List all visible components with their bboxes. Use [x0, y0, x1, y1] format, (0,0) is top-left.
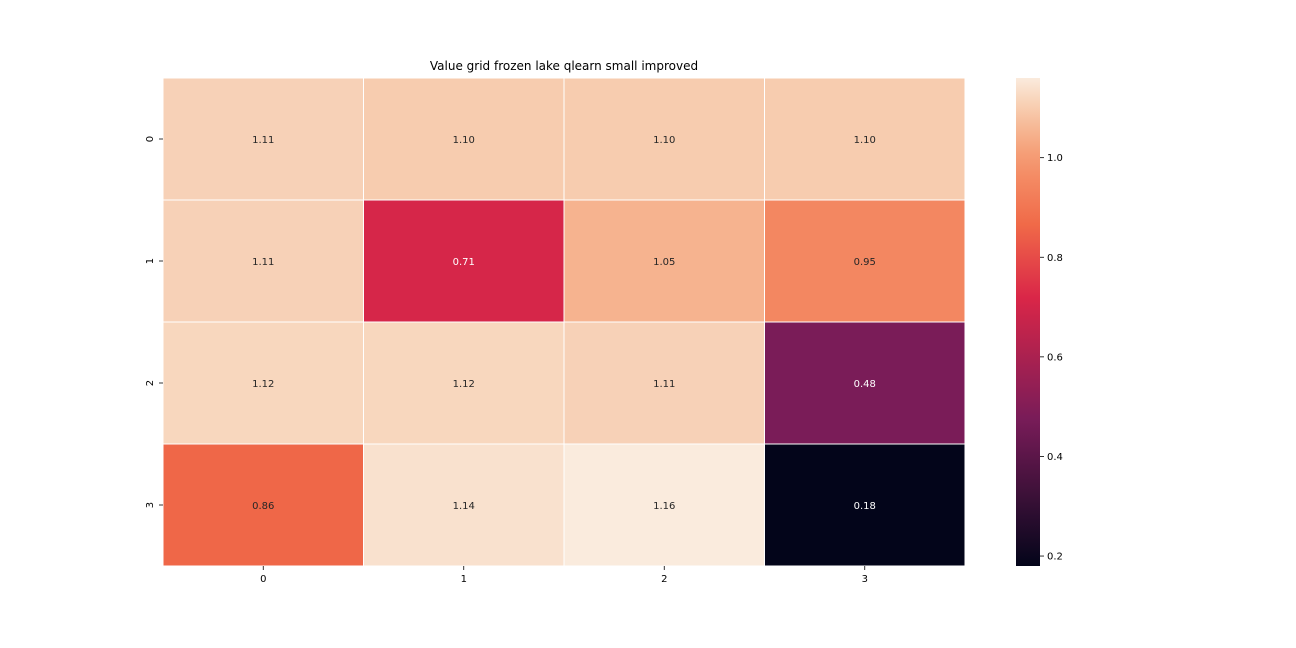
- x-tick-label: 3: [862, 574, 868, 585]
- cell-value-label: 1.11: [252, 135, 274, 146]
- cell-value-label: 0.95: [854, 257, 876, 268]
- colorbar-tick-label: 0.6: [1047, 352, 1063, 363]
- cell-value-label: 0.71: [453, 257, 475, 268]
- heatmap-cell: [764, 321, 966, 445]
- y-tick-label: 2: [145, 380, 156, 386]
- cell-value-label: 0.48: [854, 379, 876, 390]
- heatmap-cell: [563, 199, 765, 323]
- cell-value-label: 1.10: [453, 135, 475, 146]
- heatmap-cell: [764, 199, 966, 323]
- heatmap-cell: [162, 321, 364, 445]
- heatmap-cell: [563, 321, 765, 445]
- colorbar-tick-label: 0.4: [1047, 452, 1063, 463]
- y-tick-label: 3: [145, 502, 156, 508]
- cell-value-label: 1.05: [653, 257, 675, 268]
- cell-value-label: 0.18: [854, 501, 876, 512]
- cell-value-label: 1.10: [854, 135, 876, 146]
- cell-value-label: 1.14: [453, 501, 475, 512]
- colorbar-tick-label: 0.2: [1047, 552, 1063, 563]
- x-tick-label: 0: [260, 574, 266, 585]
- heatmap-cell: [563, 443, 765, 567]
- x-tick-label: 1: [461, 574, 467, 585]
- chart-title: Value grid frozen lake qlearn small impr…: [429, 59, 699, 73]
- cell-value-label: 1.12: [453, 379, 475, 390]
- heatmap-cell: [363, 199, 565, 323]
- cell-value-label: 1.10: [653, 135, 675, 146]
- colorbar-tick-label: 1.0: [1047, 153, 1063, 164]
- cell-value-label: 1.11: [252, 257, 274, 268]
- colorbar-tick-label: 0.8: [1047, 253, 1063, 264]
- y-tick-label: 0: [145, 136, 156, 142]
- x-tick-label: 2: [661, 574, 667, 585]
- heatmap-cell: [162, 443, 364, 567]
- cell-value-label: 1.16: [653, 501, 675, 512]
- heatmap-cell: [764, 77, 966, 201]
- heatmap-cell: [363, 443, 565, 567]
- cell-value-label: 1.12: [252, 379, 274, 390]
- cell-value-label: 0.86: [252, 501, 274, 512]
- colorbar: [1016, 78, 1040, 566]
- heatmap-cell: [764, 443, 966, 567]
- heatmap-cell: [162, 199, 364, 323]
- cell-value-label: 1.11: [653, 379, 675, 390]
- y-tick-label: 1: [145, 258, 156, 264]
